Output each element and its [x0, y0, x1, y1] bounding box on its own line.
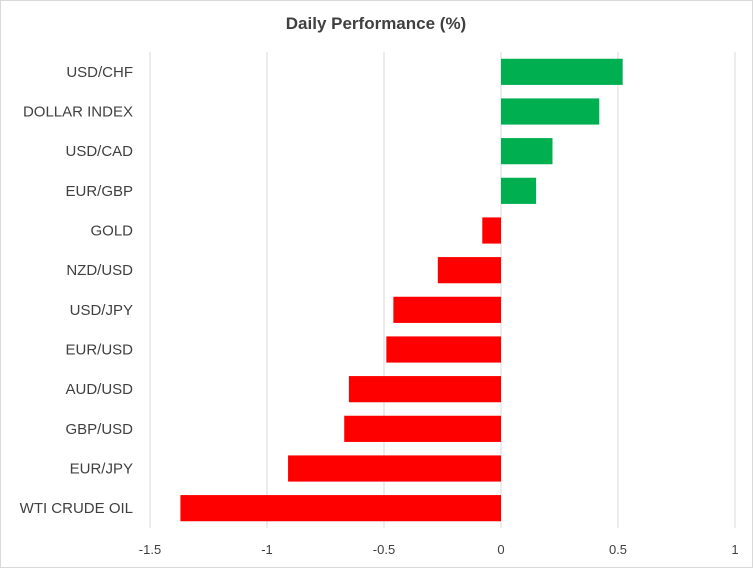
bar [437, 257, 501, 284]
x-tick-label: 0.5 [609, 542, 627, 557]
x-tick-label: -1 [261, 542, 273, 557]
category-label: WTI CRUDE OIL [20, 500, 133, 517]
bar [386, 336, 501, 363]
x-tick-label: 1 [731, 542, 738, 557]
bar [501, 58, 623, 85]
bar [501, 138, 553, 165]
x-tick-labels: -1.5 -1 -0.5 0 0.5 1 [139, 542, 739, 557]
x-tick-label: -0.5 [373, 542, 395, 557]
category-label: NZD/USD [66, 262, 133, 279]
category-label: AUD/USD [65, 381, 133, 398]
category-label: DOLLAR INDEX [23, 104, 133, 121]
bar [501, 98, 600, 125]
bar [393, 296, 501, 323]
x-tick-label: 0 [497, 542, 504, 557]
category-label: EUR/USD [65, 342, 133, 359]
chart-title: Daily Performance (%) [286, 14, 466, 33]
category-label: EUR/GBP [65, 183, 133, 200]
category-label: USD/CHF [66, 64, 133, 81]
category-labels: USD/CHF DOLLAR INDEX USD/CAD EUR/GBP GOLD NZD… [20, 64, 134, 517]
gridlines [149, 52, 736, 528]
category-label: EUR/JPY [70, 461, 133, 478]
category-label: USD/JPY [70, 302, 133, 319]
bar [288, 455, 501, 482]
bar [344, 415, 501, 442]
category-label: GBP/USD [65, 421, 133, 438]
bar [482, 217, 501, 244]
x-tick-label: -1.5 [139, 542, 161, 557]
bars [180, 58, 623, 522]
bar [348, 376, 501, 403]
bar [180, 495, 502, 522]
category-label: USD/CAD [65, 143, 133, 160]
category-label: GOLD [90, 223, 133, 240]
bar [501, 177, 537, 204]
